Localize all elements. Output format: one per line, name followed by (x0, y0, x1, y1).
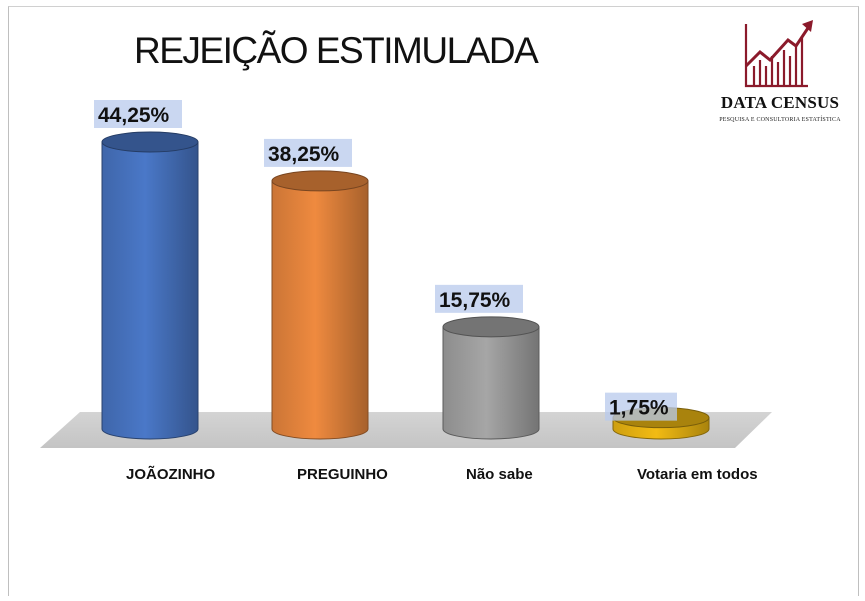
category-label: Votaria em todos (637, 466, 758, 483)
value-label: 38,25% (268, 143, 340, 166)
data-census-logo-icon (744, 20, 813, 88)
chart-floor (40, 412, 772, 448)
bar-top (442, 316, 540, 338)
bar-3 (442, 316, 540, 440)
bar-body (442, 326, 540, 440)
value-label-bg (94, 100, 182, 128)
value-label-bg (264, 138, 352, 167)
bar-top (101, 131, 199, 153)
slide-frame (8, 6, 859, 596)
value-label-bg (435, 284, 523, 313)
value-label-bg (605, 392, 677, 421)
bar-body (271, 180, 369, 440)
category-label: PREGUINHO (297, 466, 388, 483)
logo-tagline: PESQUISA E CONSULTORIA ESTATÍSTICA (719, 117, 841, 123)
value-label: 1,75% (609, 397, 669, 420)
category-label: JOÃOZINHO (126, 465, 216, 483)
bar-body (101, 141, 199, 440)
chart-title: REJEIÇÃO ESTIMULADA (134, 30, 539, 71)
bar-2 (271, 170, 369, 440)
bar-1 (101, 131, 199, 440)
category-label: Não sabe (466, 466, 533, 483)
logo-name: DATA CENSUS (720, 93, 840, 112)
value-label: 44,25% (98, 104, 170, 127)
bar-top (271, 170, 369, 192)
value-label: 15,75% (439, 289, 511, 312)
